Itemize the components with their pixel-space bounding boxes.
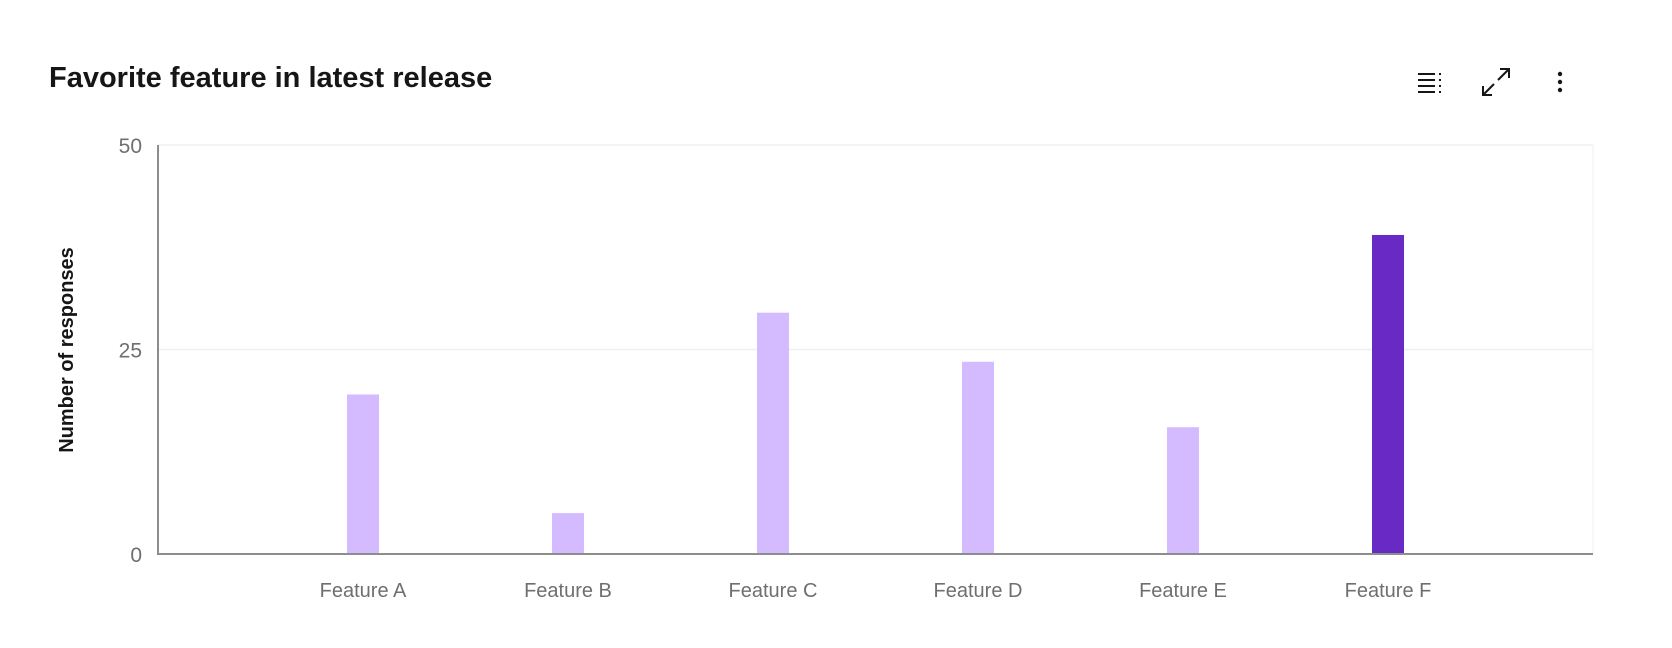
x-tick-label: Feature F <box>1345 580 1432 602</box>
table-view-button[interactable] <box>1412 64 1448 100</box>
y-axis-title: Number of responses <box>56 247 78 453</box>
overflow-menu-icon <box>1557 71 1563 93</box>
x-tick-label: Feature A <box>320 580 407 602</box>
table-view-icon <box>1418 73 1441 93</box>
y-tick-label: 0 <box>130 544 142 567</box>
bar <box>1167 427 1199 554</box>
overflow-menu-button[interactable] <box>1542 64 1578 100</box>
bar <box>962 361 994 554</box>
x-tick-label: Feature E <box>1139 580 1227 602</box>
bar <box>1372 234 1404 555</box>
bar <box>347 394 379 554</box>
x-tick-label: Feature B <box>524 580 612 602</box>
maximize-icon <box>1482 68 1510 96</box>
y-tick-label: 25 <box>119 340 142 363</box>
x-tick-label: Feature D <box>934 580 1023 602</box>
x-tick-label: Feature C <box>729 580 818 602</box>
bar <box>552 513 584 554</box>
maximize-button[interactable] <box>1478 64 1514 100</box>
bar <box>757 312 789 554</box>
chart-title: Favorite feature in latest release <box>49 62 493 94</box>
y-tick-label: 50 <box>119 135 142 158</box>
